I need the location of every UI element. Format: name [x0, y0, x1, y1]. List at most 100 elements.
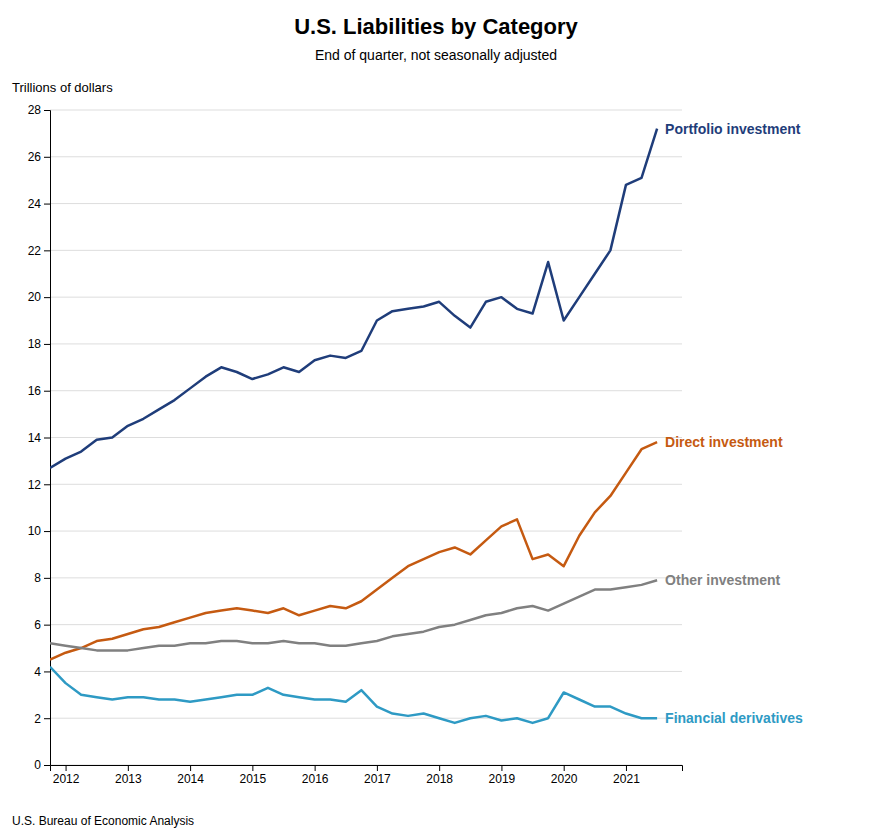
y-tick-mark	[44, 578, 50, 579]
y-tick-label: 26	[28, 150, 42, 164]
series-label: Other investment	[665, 572, 780, 588]
y-tick: 18	[28, 337, 50, 351]
grid-line	[50, 250, 682, 251]
grid-line	[50, 437, 682, 438]
x-tick-mark	[501, 765, 502, 771]
y-tick: 14	[28, 431, 50, 445]
x-tick-mark	[439, 765, 440, 771]
x-tick-mark	[377, 765, 378, 771]
y-tick-label: 28	[28, 103, 42, 117]
y-tick: 6	[34, 618, 50, 632]
y-tick-label: 18	[28, 337, 42, 351]
x-tick-mark	[626, 765, 627, 771]
series-line	[50, 580, 657, 650]
y-tick: 4	[34, 665, 50, 679]
x-tick: 2019	[489, 765, 516, 786]
x-tick: 2013	[115, 765, 142, 786]
x-tick-label: 2018	[426, 772, 453, 786]
y-tick-mark	[44, 250, 50, 251]
y-tick-label: 0	[34, 758, 41, 772]
x-tick: 2017	[364, 765, 391, 786]
x-tick-mark	[252, 765, 253, 771]
x-tick-mark	[128, 765, 129, 771]
x-tick-label: 2012	[53, 772, 80, 786]
chart: U.S. Liabilities by Category End of quart…	[0, 0, 872, 835]
y-axis: 0246810121416182022242628	[28, 103, 51, 772]
y-tick-label: 10	[28, 524, 42, 538]
y-tick: 8	[34, 571, 50, 585]
y-tick-mark	[44, 484, 50, 485]
series-label: Direct investment	[665, 434, 783, 450]
x-tick: 2018	[426, 765, 453, 786]
y-tick-mark	[44, 110, 50, 111]
y-tick-mark	[44, 344, 50, 345]
y-tick: 20	[28, 290, 50, 304]
x-tick-mark	[66, 765, 67, 771]
x-tick: 2016	[302, 765, 329, 786]
x-tick-label: 2020	[551, 772, 578, 786]
y-tick-mark	[44, 297, 50, 298]
x-tick-label: 2017	[364, 772, 391, 786]
y-tick-label: 6	[34, 618, 41, 632]
y-tick: 0	[34, 758, 50, 772]
y-tick-label: 12	[28, 478, 42, 492]
y-tick-label: 8	[34, 571, 41, 585]
y-tick-label: 22	[28, 244, 42, 258]
source: U.S. Bureau of Economic Analysis	[12, 814, 194, 828]
plot-area: 2012201320142015201620172018201920202021…	[28, 103, 803, 785]
series-line	[50, 667, 657, 723]
y-tick: 26	[28, 150, 50, 164]
x-tick-mark	[315, 765, 316, 771]
x-tick: 2020	[551, 765, 578, 786]
x-tick-label: 2019	[489, 772, 516, 786]
x-tick: 2021	[613, 765, 640, 786]
y-tick-mark	[44, 718, 50, 719]
series-labels: Portfolio investment Direct investment Oth…	[665, 121, 803, 727]
subtitle: End of quarter, not seasonally adjusted	[315, 47, 557, 63]
y-tick-mark	[44, 438, 50, 439]
y-tick: 12	[28, 478, 50, 492]
y-axis-line	[44, 111, 51, 766]
y-tick-mark	[44, 157, 50, 158]
grid-line	[50, 297, 682, 298]
x-tick: 2015	[240, 765, 267, 786]
y-tick-label: 24	[28, 197, 42, 211]
y-tick: 28	[28, 103, 50, 117]
y-tick-label: 4	[34, 665, 41, 679]
x-tick-mark	[564, 765, 565, 771]
series-line	[50, 129, 657, 468]
grid-line	[50, 390, 682, 391]
grid-line	[50, 624, 682, 625]
y-tick-label: 20	[28, 290, 42, 304]
lines	[50, 129, 657, 723]
x-tick-label: 2016	[302, 772, 329, 786]
series-label: Portfolio investment	[665, 121, 801, 137]
y-tick-label: 14	[28, 431, 42, 445]
series-line	[50, 442, 657, 660]
grid-line	[50, 577, 682, 578]
x-axis: 2012 2013 2014 2015 2016 2017 2018 2019 2020 2021	[51, 765, 683, 786]
y-tick: 2	[34, 712, 50, 726]
grid	[50, 110, 682, 765]
y-tick-label: 16	[28, 384, 42, 398]
title: U.S. Liabilities by Category	[294, 14, 578, 39]
y-tick-mark	[44, 625, 50, 626]
grid-line	[50, 484, 682, 485]
y-tick: 10	[28, 524, 50, 538]
x-tick-label: 2014	[177, 772, 204, 786]
y-tick-mark	[44, 671, 50, 672]
x-tick-label: 2015	[240, 772, 267, 786]
y-tick: 22	[28, 244, 50, 258]
grid-line	[50, 110, 682, 111]
x-tick: 2012	[53, 765, 80, 786]
x-tick-label: 2013	[115, 772, 142, 786]
grid-line	[50, 718, 682, 719]
y-tick: 24	[28, 197, 50, 211]
series-label: Financial derivatives	[665, 710, 803, 726]
x-tick-label: 2021	[613, 772, 640, 786]
grid-line	[50, 203, 682, 204]
x-axis-line	[51, 766, 683, 772]
y-tick: 16	[28, 384, 50, 398]
y-tick-mark	[44, 765, 50, 766]
x-tick-mark	[190, 765, 191, 771]
